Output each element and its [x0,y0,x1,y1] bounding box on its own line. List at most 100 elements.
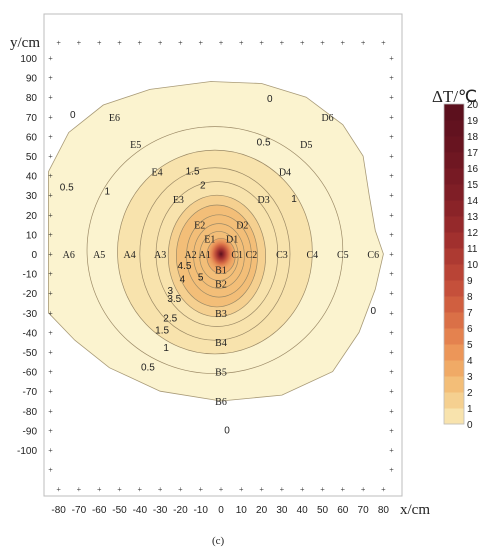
x-tick-label: 30 [276,505,288,516]
sensor-label: B3 [215,309,227,320]
sensor-label: E5 [130,140,141,151]
grid-marker: + [389,172,394,181]
grid-marker: + [48,407,53,416]
contour-label: 2 [200,180,206,191]
grid-marker: + [48,426,53,435]
grid-marker: + [381,38,386,47]
contour-label: 1 [105,186,111,197]
sensor-label: C4 [307,250,319,261]
grid-marker: + [77,38,82,47]
sensor-label: D4 [279,168,291,179]
grid-marker: + [300,485,305,494]
contour-label: 0 [370,306,376,317]
grid-marker: + [361,485,366,494]
colorbar-tick-label: 7 [467,308,473,319]
contour-label: 4.5 [178,261,192,272]
colorbar-swatch [444,200,464,217]
grid-marker: + [48,230,53,239]
grid-marker: + [117,485,122,494]
colorbar-tick-label: 9 [467,276,473,287]
sensor-label: B4 [215,338,227,349]
grid-marker: + [320,485,325,494]
x-tick-label: -50 [112,505,127,516]
contour-label: 4 [180,274,186,285]
contour-label: 0.5 [60,182,74,193]
grid-marker: + [389,191,394,200]
x-tick-label: 50 [317,505,329,516]
grid-markers: + + + + + + + + + + + + + + + + + + + + + + + + + + + + + + + + + + + + + + + +… [48,38,394,494]
grid-marker: + [389,466,394,475]
colorbar-tick-label: 15 [467,180,479,191]
sensor-label: A3 [154,250,166,261]
x-tick-label: -40 [133,505,148,516]
y-tick-label: -90 [23,426,38,437]
colorbar-swatch [444,216,464,233]
y-tick-label: 30 [26,191,38,202]
grid-marker: + [389,387,394,396]
grid-marker: + [48,211,53,220]
colorbar-title: ΔT/℃ [432,87,477,106]
y-tick-label: -40 [23,328,38,339]
y-tick-label: 50 [26,152,38,163]
y-tick-label: 60 [26,132,38,143]
grid-marker: + [48,74,53,83]
y-tick-label: 0 [31,250,37,261]
colorbar-tick-label: 13 [467,212,479,223]
grid-marker: + [389,132,394,141]
x-tick-label: 60 [337,505,349,516]
sensor-label: C6 [367,250,379,261]
x-tick-label: -60 [92,505,107,516]
grid-marker: + [48,270,53,279]
colorbar-swatch [444,232,464,249]
grid-marker: + [48,113,53,122]
colorbar-swatch [444,328,464,345]
y-tick-label: 70 [26,113,38,124]
grid-marker: + [389,54,394,63]
sensor-label: B2 [215,279,227,290]
x-tick-label: 10 [236,505,248,516]
colorbar-swatch [444,184,464,201]
colorbar-swatch [444,344,464,361]
y-tick-label: -80 [23,407,38,418]
colorbar-tick-label: 16 [467,164,479,175]
grid-marker: + [48,446,53,455]
grid-marker: + [381,485,386,494]
grid-marker: + [300,38,305,47]
sensor-label: C5 [337,250,349,261]
grid-marker: + [48,328,53,337]
sensor-label: E6 [109,113,120,124]
contour-label: 0 [224,425,230,436]
colorbar-swatch [444,264,464,281]
colorbar-tick-label: 0 [467,420,473,431]
sensor-label: E4 [152,168,163,179]
colorbar-swatch [444,296,464,313]
grid-marker: + [48,250,53,259]
colorbar-tick-label: 18 [467,132,479,143]
grid-marker: + [219,485,224,494]
grid-marker: + [48,309,53,318]
colorbar-frame [443,103,465,425]
grid-marker: + [117,38,122,47]
colorbar-tick-label: 14 [467,196,479,207]
colorbar-tick-label: 8 [467,292,473,303]
colorbar-tick-label: 4 [467,356,473,367]
grid-marker: + [138,38,143,47]
sensor-label: B6 [215,397,227,408]
y-tick-label: 20 [26,211,38,222]
grid-marker: + [389,446,394,455]
contour-label: 1.5 [186,167,200,178]
grid-marker: + [389,348,394,357]
grid-marker: + [219,38,224,47]
colorbar-swatch [444,360,464,377]
sensor-label: D2 [236,221,248,232]
grid-marker: + [389,289,394,298]
grid-marker: + [56,485,61,494]
x-tick-label: 0 [218,505,224,516]
colorbar-swatch [444,104,464,121]
colorbar-tick-label: 10 [467,260,479,271]
colorbar-swatch [444,136,464,153]
grid-marker: + [48,152,53,161]
grid-marker: + [77,485,82,494]
y-tick-label: -20 [23,289,38,300]
